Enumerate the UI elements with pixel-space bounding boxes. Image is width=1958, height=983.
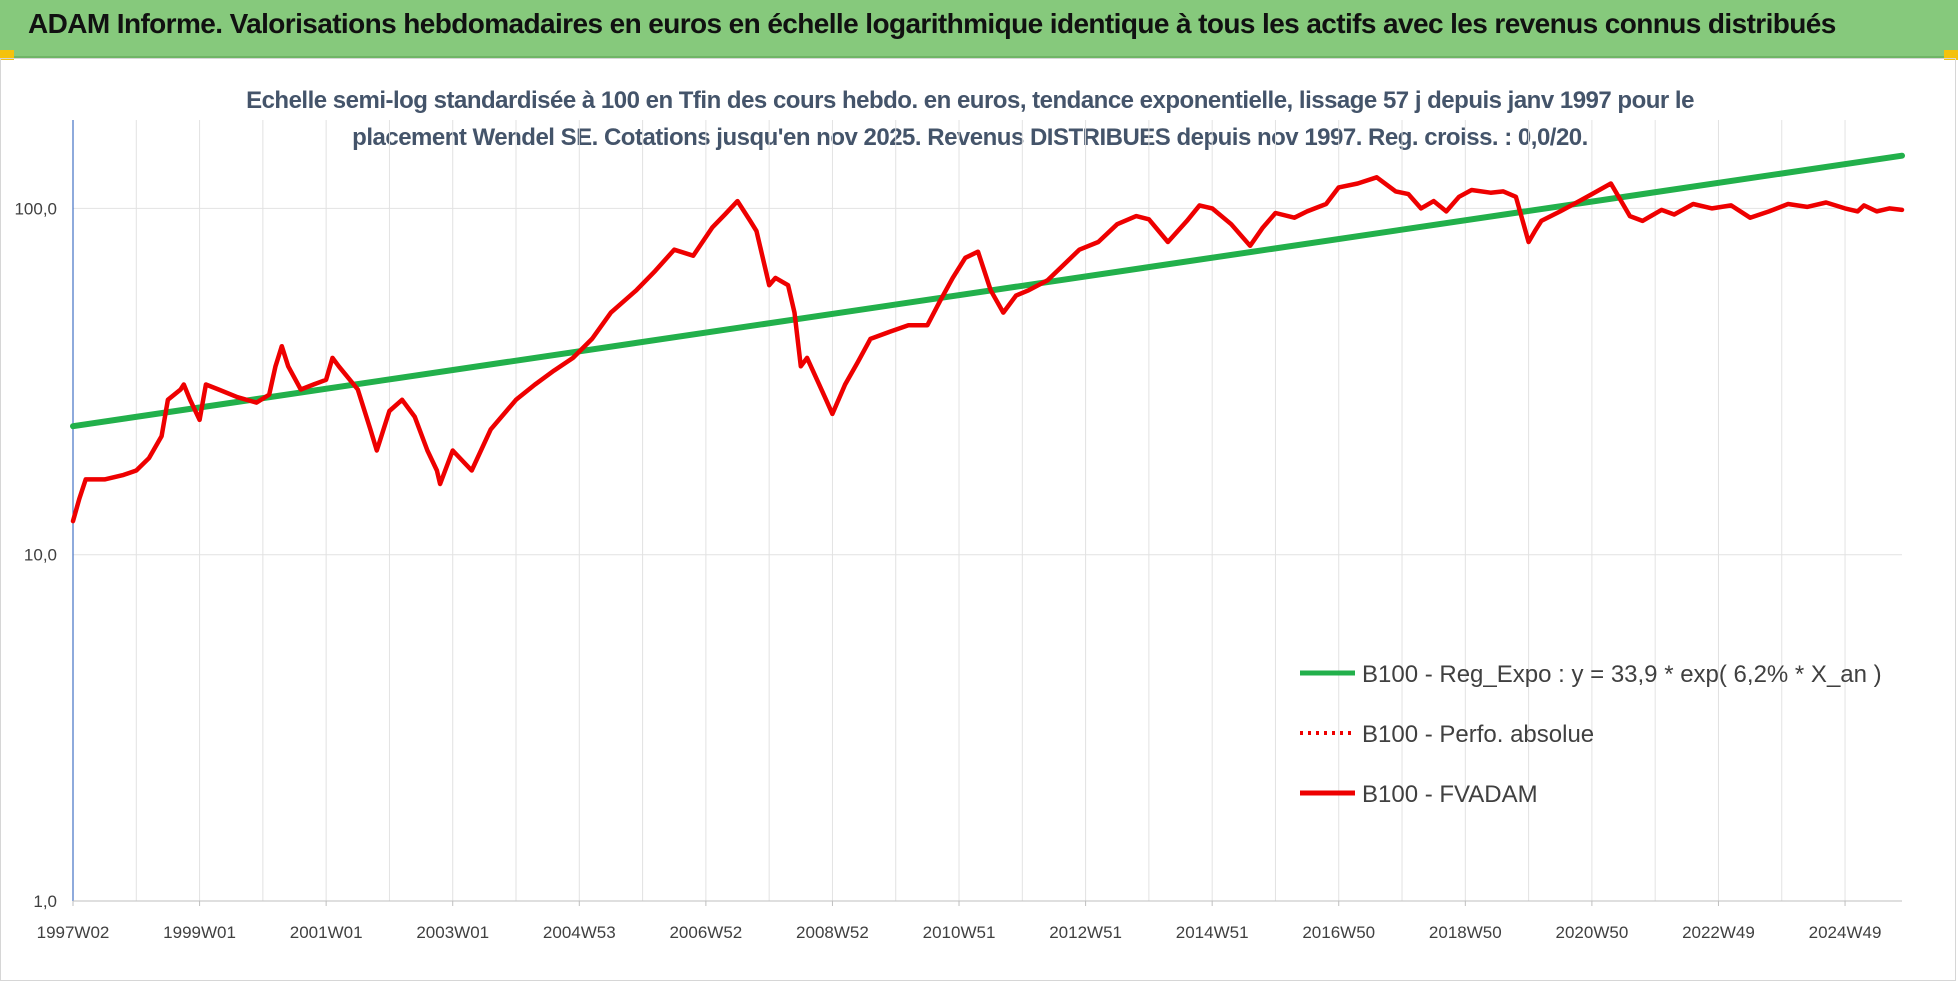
page-title: ADAM Informe. Valorisations hebdomadaire… xyxy=(28,8,1836,39)
x-tick-label-12: 2020W50 xyxy=(1556,923,1629,942)
header-bar: ADAM Informe. Valorisations hebdomadaire… xyxy=(0,0,1958,58)
x-tick-label-8: 2012W51 xyxy=(1049,923,1122,942)
y-tick-label-0: 1,0 xyxy=(33,892,57,911)
legend-label-0: B100 - Reg_Expo : y = 33,9 * exp( 6,2% *… xyxy=(1362,661,1882,688)
x-tick-label-9: 2014W51 xyxy=(1176,923,1249,942)
legend-label-1: B100 - Perfo. absolue xyxy=(1362,721,1594,748)
x-tick-label-11: 2018W50 xyxy=(1429,923,1502,942)
chart-frame xyxy=(0,58,1956,981)
x-tick-label-14: 2024W49 xyxy=(1809,923,1882,942)
series-line-0 xyxy=(70,152,1905,430)
corner-marker-right xyxy=(1944,50,1958,60)
y-tick-label-2: 100,0 xyxy=(14,199,57,218)
legend-label-2: B100 - FVADAM xyxy=(1362,781,1538,808)
x-tick-label-10: 2016W50 xyxy=(1302,923,1375,942)
chart-title-line2: placement Wendel SE. Cotations jusqu'en … xyxy=(352,124,1588,151)
x-tick-label-4: 2004W53 xyxy=(543,923,616,942)
x-tick-label-6: 2008W52 xyxy=(796,923,869,942)
x-tick-label-0: 1997W02 xyxy=(37,923,110,942)
x-tick-label-13: 2022W49 xyxy=(1682,923,1755,942)
y-tick-label-1: 10,0 xyxy=(24,546,57,565)
x-tick-label-7: 2010W51 xyxy=(923,923,996,942)
x-tick-label-5: 2006W52 xyxy=(669,923,742,942)
x-tick-label-3: 2003W01 xyxy=(416,923,489,942)
x-tick-label-2: 2001W01 xyxy=(290,923,363,942)
x-tick-label-1: 1999W01 xyxy=(163,923,236,942)
series-line-2 xyxy=(70,175,1905,524)
chart-title-line1: Echelle semi-log standardisée à 100 en T… xyxy=(246,87,1694,114)
corner-marker-left xyxy=(0,50,14,60)
